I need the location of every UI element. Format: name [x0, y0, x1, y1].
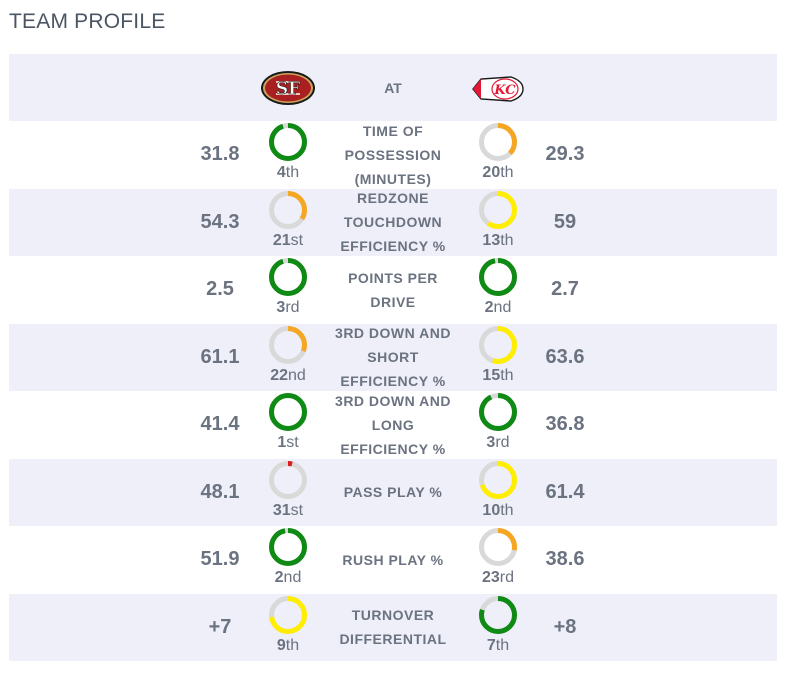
away-value: 54.3	[200, 210, 240, 233]
home-rank-ring	[479, 393, 517, 431]
home-rank-ring-fill	[479, 123, 517, 161]
home-rank-ring-fill	[479, 190, 517, 229]
home-value: 29.3	[545, 143, 585, 165]
away-value: 61.1	[200, 345, 240, 368]
home-rank-ring	[479, 190, 517, 229]
away-rank-ring-fill	[269, 325, 307, 364]
away-value: 48.1	[200, 480, 240, 503]
away-value: 2.5	[206, 278, 234, 300]
home-rank: 2nd	[484, 299, 512, 316]
away-rank: 31st	[272, 501, 304, 519]
stat-label: 3RD DOWN AND LONG EFFICIENCY %	[335, 392, 451, 457]
home-rank-ring-fill	[479, 460, 517, 499]
away-rank-ring	[269, 595, 307, 634]
home-rank-ring-fill	[479, 393, 517, 431]
home-value: 36.8	[545, 413, 585, 435]
table-row: +7 9th TURNOVER DIFFERENTIAL 7th +8	[9, 593, 777, 661]
home-rank: 7th	[486, 636, 510, 654]
svg-text:SF: SF	[276, 79, 300, 99]
away-value: +7	[208, 615, 232, 638]
away-rank-ring-fill	[269, 595, 307, 634]
49ers-logo-icon: SF	[261, 71, 315, 105]
home-rank: 23rd	[481, 569, 515, 586]
away-rank-ring	[269, 460, 307, 499]
home-rank: 20th	[482, 164, 514, 181]
team-profile-table: SF AT KC 31.8 4th TIME OF POSSESSION (MI…	[9, 54, 777, 661]
stat-label: TURNOVER DIFFERENTIAL	[339, 607, 447, 647]
home-rank: 10th	[482, 501, 514, 519]
chiefs-logo-icon: KC	[472, 76, 524, 102]
away-rank: 22nd	[270, 366, 306, 384]
away-rank: 21st	[272, 231, 304, 249]
away-rank-ring	[269, 258, 307, 296]
home-rank-ring	[479, 460, 517, 499]
home-value: 63.6	[545, 345, 585, 368]
table-row: 48.1 31st PASS PLAY % 10th 61.4	[9, 458, 777, 526]
stat-label: RUSH PLAY %	[342, 551, 444, 568]
away-rank-ring-fill	[269, 460, 307, 499]
home-value: 2.7	[551, 278, 579, 300]
away-rank-ring-fill	[269, 393, 307, 431]
home-value: 61.4	[545, 480, 585, 503]
stat-label: POINTS PER DRIVE	[348, 269, 438, 310]
at-label: AT	[384, 80, 402, 96]
away-rank-ring	[269, 528, 307, 566]
home-rank-ring-fill	[479, 595, 517, 634]
home-rank-ring	[479, 528, 517, 566]
matchup-header: SF AT KC	[9, 54, 777, 121]
away-value: 31.8	[200, 143, 240, 165]
table-row: 41.4 1st 3RD DOWN AND LONG EFFICIENCY % …	[9, 391, 777, 459]
home-rank-ring-fill	[479, 258, 517, 296]
page-title: TEAM PROFILE	[9, 10, 166, 33]
away-rank-ring-fill	[269, 190, 307, 229]
stat-label: 3RD DOWN AND SHORT EFFICIENCY %	[335, 325, 451, 389]
away-rank-ring-fill	[269, 258, 307, 296]
away-rank: 9th	[276, 636, 300, 654]
home-rank-ring-fill	[479, 325, 517, 364]
table-row: 2.5 3rd POINTS PER DRIVE 2nd 2.7	[9, 256, 777, 324]
home-rank-ring	[479, 123, 517, 161]
away-rank: 3rd	[276, 299, 300, 316]
home-value: 38.6	[545, 548, 585, 570]
away-rank-ring-fill	[269, 123, 307, 161]
table-row: 51.9 2nd RUSH PLAY % 23rd 38.6	[9, 526, 777, 594]
table-row: 61.1 22nd 3RD DOWN AND SHORT EFFICIENCY …	[9, 323, 777, 391]
away-rank: 1st	[277, 434, 299, 451]
stat-label: TIME OF POSSESSION (MINUTES)	[344, 122, 442, 187]
home-value: 59	[553, 210, 577, 233]
home-rank: 15th	[482, 366, 514, 384]
away-rank-ring-fill	[269, 528, 307, 566]
away-rank-ring	[269, 325, 307, 364]
home-rank-ring-fill	[479, 528, 517, 566]
stat-label: REDZONE TOUCHDOWN EFFICIENCY %	[340, 190, 446, 254]
home-rank: 13th	[482, 231, 514, 249]
home-rank-ring	[479, 258, 517, 296]
away-rank: 2nd	[274, 569, 302, 586]
home-rank-ring	[479, 325, 517, 364]
away-value: 41.4	[200, 413, 240, 435]
table-row: 54.3 21st REDZONE TOUCHDOWN EFFICIENCY %…	[9, 188, 777, 256]
stat-label: PASS PLAY %	[343, 484, 443, 500]
table-row: 31.8 4th TIME OF POSSESSION (MINUTES) 20…	[9, 121, 777, 189]
away-value: 51.9	[200, 548, 240, 570]
svg-text:KC: KC	[493, 83, 516, 98]
away-rank-ring	[269, 123, 307, 161]
away-rank-ring	[269, 190, 307, 229]
home-value: +8	[553, 615, 577, 638]
home-rank-ring	[479, 595, 517, 634]
away-rank-ring	[269, 393, 307, 431]
home-rank: 3rd	[486, 434, 510, 451]
away-rank: 4th	[276, 164, 300, 181]
